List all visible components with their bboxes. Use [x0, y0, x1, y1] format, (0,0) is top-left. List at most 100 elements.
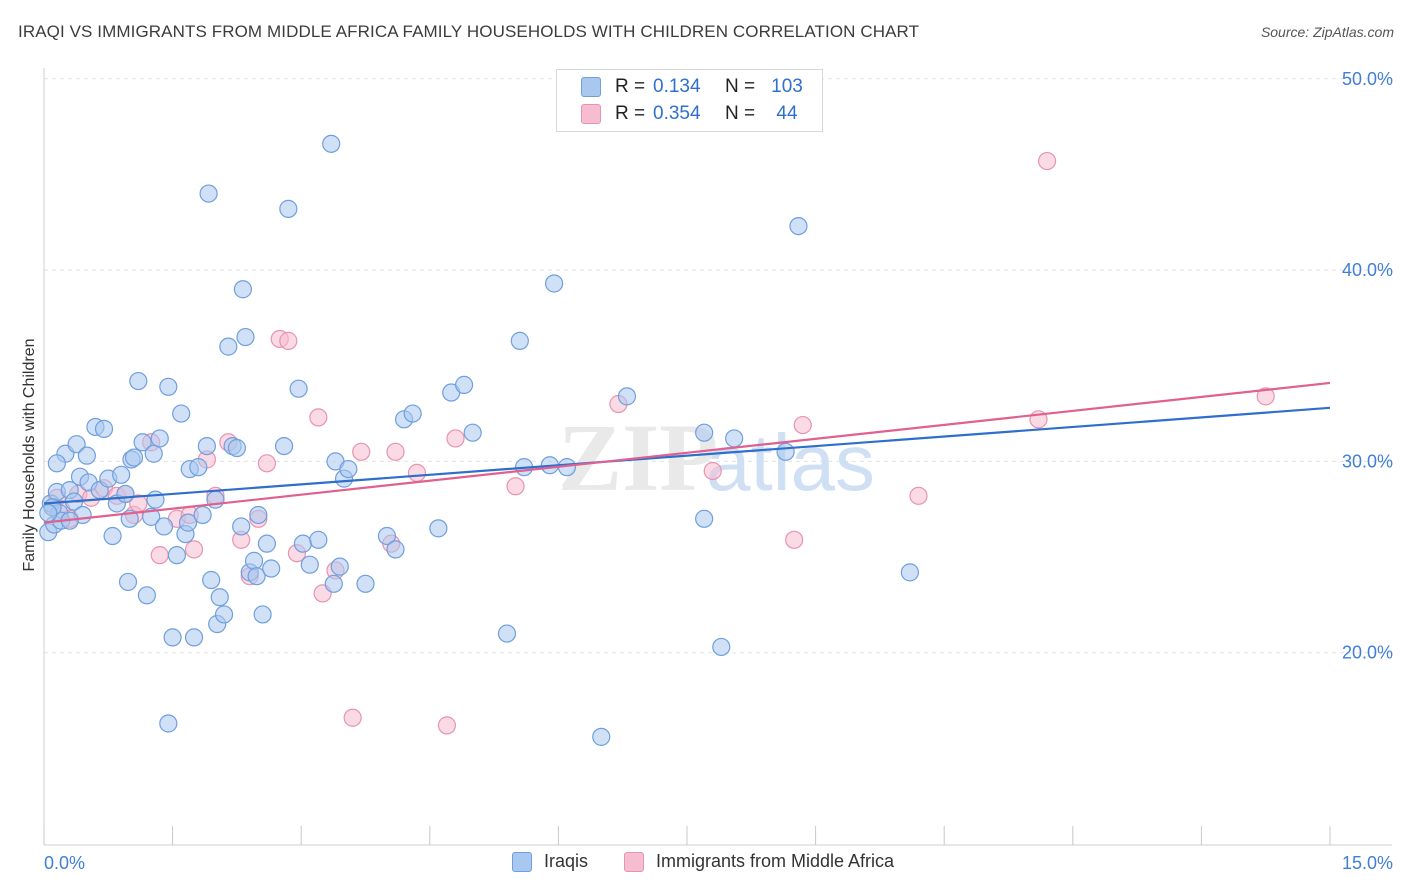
- point-iraqis: [112, 465, 131, 484]
- point-immigrants: [279, 331, 298, 350]
- point-immigrants: [386, 442, 405, 461]
- point-iraqis: [159, 377, 178, 396]
- point-iraqis: [497, 624, 517, 643]
- point-iraqis: [289, 379, 308, 398]
- point-iraqis: [129, 371, 148, 391]
- point-immigrants: [184, 540, 204, 559]
- point-iraqis: [227, 438, 246, 458]
- point-iraqis: [429, 519, 448, 538]
- trend-lines: [43, 381, 1331, 524]
- legend-row-iraqis: R = 0.134 N = 103: [581, 75, 813, 99]
- legend-row-immigrants: R = 0.354 N = 44: [581, 102, 813, 126]
- legend-r-label: R =: [615, 103, 646, 124]
- point-iraqis: [454, 375, 474, 394]
- point-iraqis: [94, 419, 114, 438]
- trend-line-immigrants: [43, 381, 1331, 524]
- point-iraqis: [184, 628, 204, 647]
- point-immigrants: [785, 530, 804, 549]
- point-iraqis: [356, 574, 375, 593]
- legend-n-label: N =: [725, 76, 756, 97]
- point-iraqis: [124, 448, 144, 467]
- point-iraqis: [197, 436, 216, 456]
- point-iraqis: [274, 436, 294, 456]
- legend-n-value: 103: [771, 76, 803, 97]
- point-iraqis: [189, 458, 208, 477]
- point-iraqis: [545, 274, 564, 293]
- bottom-legend-iraqis: Iraqis: [512, 851, 588, 872]
- point-iraqis: [776, 442, 795, 461]
- point-iraqis: [167, 546, 186, 565]
- point-iraqis: [253, 605, 272, 624]
- point-iraqis: [300, 555, 319, 574]
- bottom-legend-swatch-pink: [624, 851, 644, 872]
- point-iraqis: [236, 327, 255, 347]
- point-iraqis: [67, 435, 86, 454]
- point-iraqis: [617, 387, 637, 406]
- legend-n-label: N =: [725, 103, 756, 124]
- x-tick-label: 15.0%: [1342, 853, 1393, 873]
- axes: [43, 68, 1392, 846]
- legend-box: R = 0.134 N = 103 R = 0.354 N = 44: [556, 69, 823, 132]
- point-iraqis: [293, 534, 313, 553]
- point-iraqis: [133, 433, 152, 452]
- bottom-legend-swatch-blue: [512, 851, 532, 872]
- point-iraqis: [77, 446, 96, 465]
- point-iraqis: [103, 526, 122, 546]
- point-immigrants: [437, 716, 457, 735]
- point-iraqis: [592, 727, 611, 746]
- point-iraqis: [137, 586, 156, 605]
- point-iraqis: [142, 507, 161, 526]
- point-iraqis: [510, 331, 529, 350]
- point-immigrants: [309, 408, 328, 427]
- point-iraqis: [244, 551, 264, 570]
- x-tick-label: 0.0%: [44, 853, 85, 873]
- point-iraqis: [900, 563, 920, 582]
- point-iraqis: [150, 429, 169, 448]
- point-immigrants: [1256, 387, 1275, 406]
- point-iraqis: [163, 628, 182, 647]
- legend-r-value: 0.354: [653, 103, 701, 124]
- bottom-legend-immigrants: Immigrants from Middle Africa: [624, 851, 894, 872]
- point-iraqis: [463, 423, 482, 442]
- point-iraqis: [172, 404, 191, 423]
- point-iraqis: [199, 184, 218, 203]
- point-iraqis: [330, 557, 349, 576]
- point-immigrants: [506, 477, 525, 496]
- point-immigrants: [909, 486, 928, 505]
- point-iraqis: [219, 337, 238, 356]
- point-iraqis: [116, 484, 135, 504]
- y-tick-label: 30.0%: [1342, 451, 1393, 471]
- point-iraqis: [193, 505, 212, 525]
- y-tick-label: 40.0%: [1342, 260, 1393, 280]
- point-iraqis: [210, 588, 229, 607]
- legend-swatch-pink: [581, 104, 601, 124]
- point-iraqis: [144, 444, 163, 463]
- trend-line-iraqis: [43, 406, 1331, 505]
- point-iraqis: [154, 517, 174, 536]
- legend-swatch-blue: [581, 77, 601, 97]
- point-iraqis: [789, 217, 808, 236]
- point-iraqis: [324, 574, 343, 593]
- point-iraqis: [247, 567, 266, 586]
- point-immigrants: [793, 415, 812, 435]
- point-iraqis: [386, 540, 405, 559]
- point-iraqis: [233, 280, 253, 299]
- tick-labels: 20.0% 30.0% 40.0% 50.0% 0.0% 15.0%: [44, 69, 1393, 873]
- point-immigrants: [1037, 151, 1057, 171]
- point-iraqis: [249, 505, 268, 525]
- source-credit: Source: ZipAtlas.com: [1260, 24, 1394, 40]
- point-iraqis: [118, 572, 138, 592]
- legend-n-value: 44: [776, 103, 798, 124]
- legend-r-label: R =: [615, 76, 646, 97]
- point-immigrants: [407, 463, 427, 482]
- bottom-legend-label: Immigrants from Middle Africa: [656, 851, 895, 871]
- point-iraqis: [403, 404, 422, 423]
- point-iraqis: [202, 570, 221, 590]
- point-iraqis: [309, 530, 328, 549]
- point-iraqis: [339, 459, 358, 479]
- point-iraqis: [377, 526, 397, 546]
- point-iraqis: [39, 503, 58, 523]
- point-iraqis: [695, 423, 714, 442]
- y-tick-label: 20.0%: [1342, 643, 1393, 663]
